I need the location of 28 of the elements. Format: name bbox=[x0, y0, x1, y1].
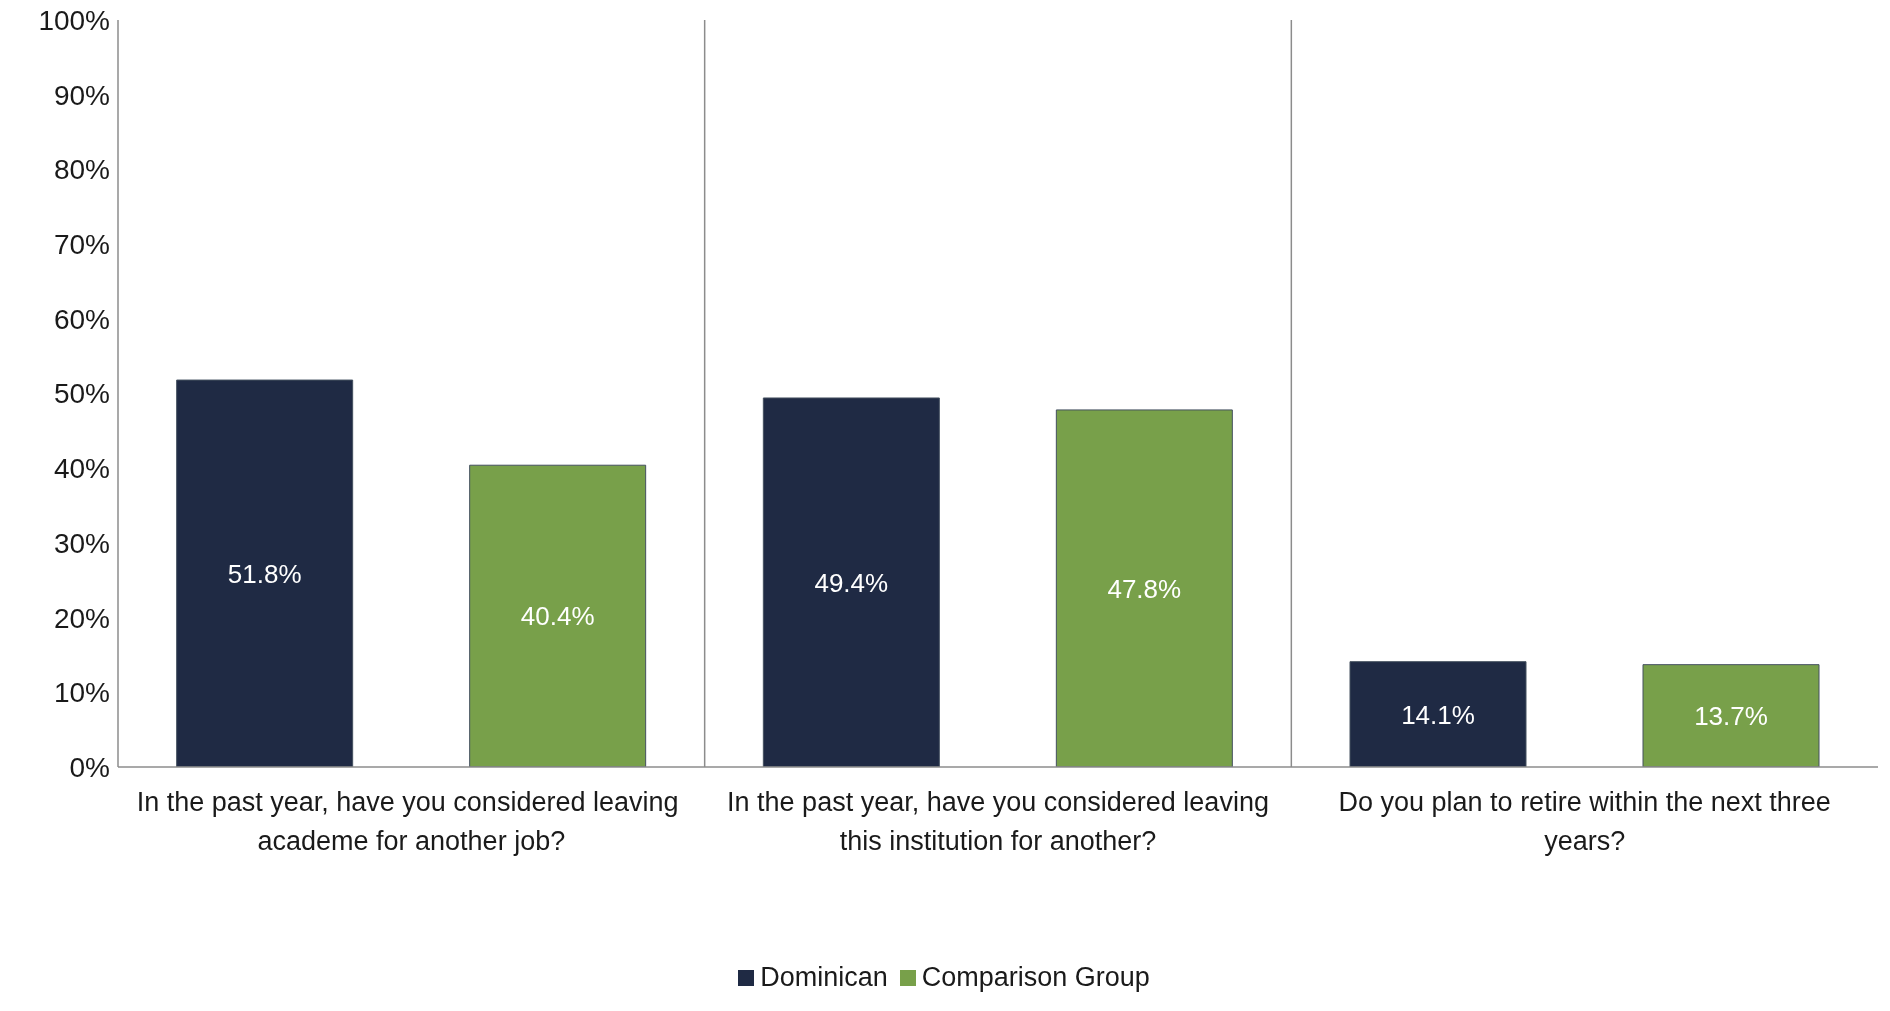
y-tick-label: 50% bbox=[53, 378, 110, 410]
x-tick-label: In the past year, have you considered leaving this institution for another? bbox=[727, 786, 1269, 856]
y-tick-label: 60% bbox=[53, 303, 110, 335]
data-label: 14.1% bbox=[1401, 699, 1475, 730]
y-tick-label: 0% bbox=[69, 751, 110, 783]
y-tick-label: 30% bbox=[53, 527, 110, 559]
y-tick-label: 70% bbox=[53, 229, 110, 261]
legend-label: Dominican bbox=[760, 962, 888, 993]
y-tick-label: 80% bbox=[53, 154, 110, 186]
bar bbox=[1349, 661, 1527, 767]
x-tick-label: Do you plan to retire within the next three years? bbox=[1338, 786, 1831, 856]
bar bbox=[469, 464, 647, 767]
bar bbox=[1642, 664, 1820, 767]
bar bbox=[1055, 409, 1233, 767]
y-tick-label: 20% bbox=[53, 602, 110, 634]
data-label: 47.8% bbox=[1107, 573, 1182, 604]
y-tick-label: 40% bbox=[53, 453, 110, 485]
x-tick-label: In the past year, have you considered leaving academe for another job? bbox=[136, 786, 687, 856]
data-label: 40.4% bbox=[520, 601, 595, 632]
data-label: 49.4% bbox=[814, 567, 889, 598]
y-tick-label: 90% bbox=[53, 79, 110, 111]
legend-label: Comparison Group bbox=[921, 962, 1150, 993]
bar bbox=[176, 379, 354, 767]
y-tick-label: 10% bbox=[53, 677, 110, 709]
bar bbox=[762, 397, 940, 767]
data-label: 13.7% bbox=[1694, 701, 1768, 732]
data-label: 51.8% bbox=[227, 558, 302, 589]
y-tick-label: 100% bbox=[38, 4, 110, 36]
